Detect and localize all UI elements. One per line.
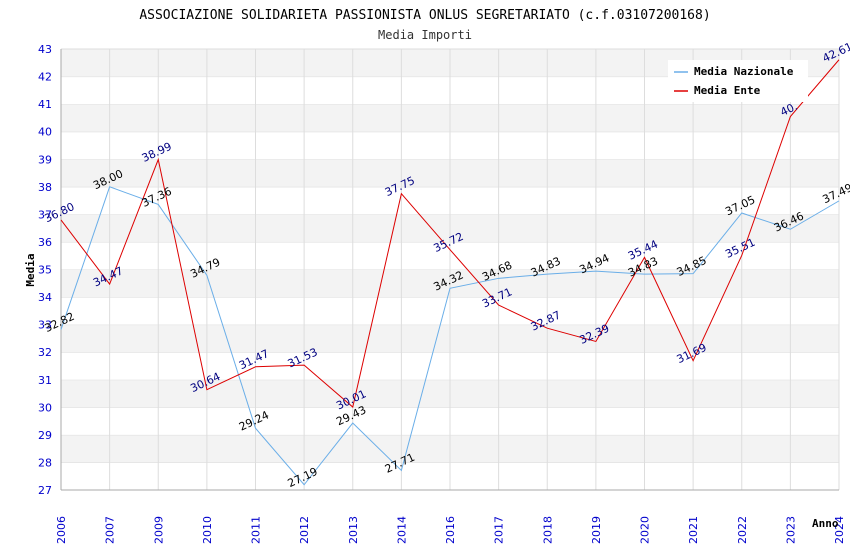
x-tick-label: 2011 [250,516,263,544]
x-tick-label: 2012 [298,516,311,544]
y-tick-label: 29 [38,429,52,442]
x-tick-label: 2013 [347,516,360,544]
y-tick-label: 27 [38,484,52,497]
y-tick-label: 35 [38,264,52,277]
legend-entry-1: Media Ente [694,84,761,97]
y-tick-label: 38 [38,181,52,194]
x-tick-label: 2017 [493,516,506,544]
y-tick-label: 34 [38,291,52,304]
x-tick-label: 2024 [833,516,846,544]
x-tick-label: 2019 [590,516,603,544]
x-tick-label: 2022 [736,516,749,544]
y-tick-label: 43 [38,43,52,56]
legend-entry-0: Media Nazionale [694,65,794,78]
x-tick-label: 2014 [395,516,408,544]
x-tick-label: 2010 [201,516,214,544]
x-axis-label: Anno [812,517,839,530]
series-lines [60,59,840,486]
x-tick-label: 2020 [639,516,652,544]
x-tick-label: 2021 [687,516,700,544]
y-axis-label: Media [24,253,37,286]
y-tick-label: 33 [38,319,52,332]
legend: Media Nazionale Media Ente [668,60,808,102]
y-tick-label: 31 [38,374,52,387]
y-tick-label: 39 [38,153,52,166]
x-axis-ticks: 2006 2007 2009 2010 2011 2012 2013 2014 2016 2017… [55,516,846,544]
x-tick-label: 2016 [444,516,457,544]
chart-subtitle: Media Importi [378,28,472,42]
chart-title: ASSOCIAZIONE SOLIDARIETA PASSIONISTA ONL… [139,8,710,23]
y-tick-label: 36 [38,236,52,249]
y-tick-label: 32 [38,346,52,359]
plot-background [60,48,840,491]
y-tick-label: 30 [38,401,52,414]
x-tick-label: 2007 [104,516,117,544]
x-tick-label: 2023 [784,516,797,544]
series-line-0 [60,186,840,486]
y-tick-label: 42 [38,71,52,84]
x-tick-label: 2006 [55,516,68,544]
y-tick-label: 37 [38,208,52,221]
legend-box [668,60,808,102]
y-tick-label: 40 [38,126,52,139]
y-axis-ticks: 27 28 29 30 31 32 33 34 35 36 37 38 39 40 41 42 43 [38,43,52,497]
x-tick-label: 2009 [152,516,165,544]
series-line-1 [60,59,840,408]
y-tick-label: 41 [38,98,52,111]
y-tick-label: 28 [38,456,52,469]
x-tick-label: 2018 [541,516,554,544]
